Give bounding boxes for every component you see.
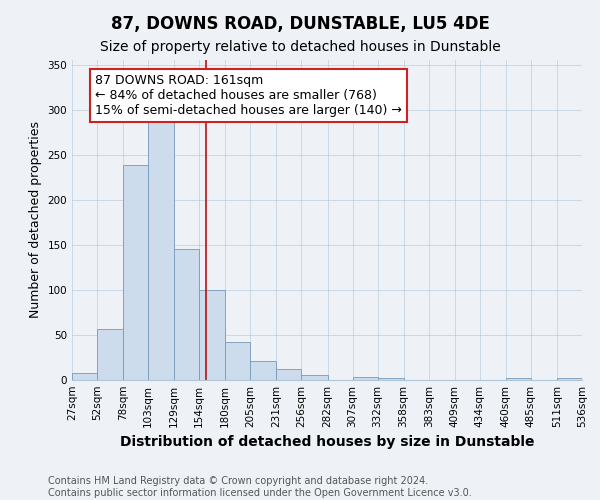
Bar (148, 118, 174, 380)
X-axis label: Distribution of detached houses by size in Dunstable: Distribution of detached houses by size … (120, 436, 534, 450)
Bar (123, 166, 148, 380)
Bar (199, 290, 226, 380)
Bar (301, 374, 328, 380)
Text: Size of property relative to detached houses in Dunstable: Size of property relative to detached ho… (100, 40, 500, 54)
Bar (174, 250, 199, 380)
Bar (377, 378, 404, 380)
Bar (250, 361, 277, 380)
Text: Contains HM Land Registry data © Crown copyright and database right 2024.
Contai: Contains HM Land Registry data © Crown c… (48, 476, 472, 498)
Bar (72, 373, 97, 380)
Bar (97, 328, 123, 380)
Text: 87, DOWNS ROAD, DUNSTABLE, LU5 4DE: 87, DOWNS ROAD, DUNSTABLE, LU5 4DE (110, 15, 490, 33)
Text: 87 DOWNS ROAD: 161sqm
← 84% of detached houses are smaller (768)
15% of semi-det: 87 DOWNS ROAD: 161sqm ← 84% of detached … (95, 74, 402, 116)
Y-axis label: Number of detached properties: Number of detached properties (29, 122, 42, 318)
Bar (226, 342, 250, 380)
Bar (557, 378, 582, 380)
Bar (353, 378, 377, 380)
Bar (506, 378, 531, 380)
Bar (277, 369, 301, 380)
